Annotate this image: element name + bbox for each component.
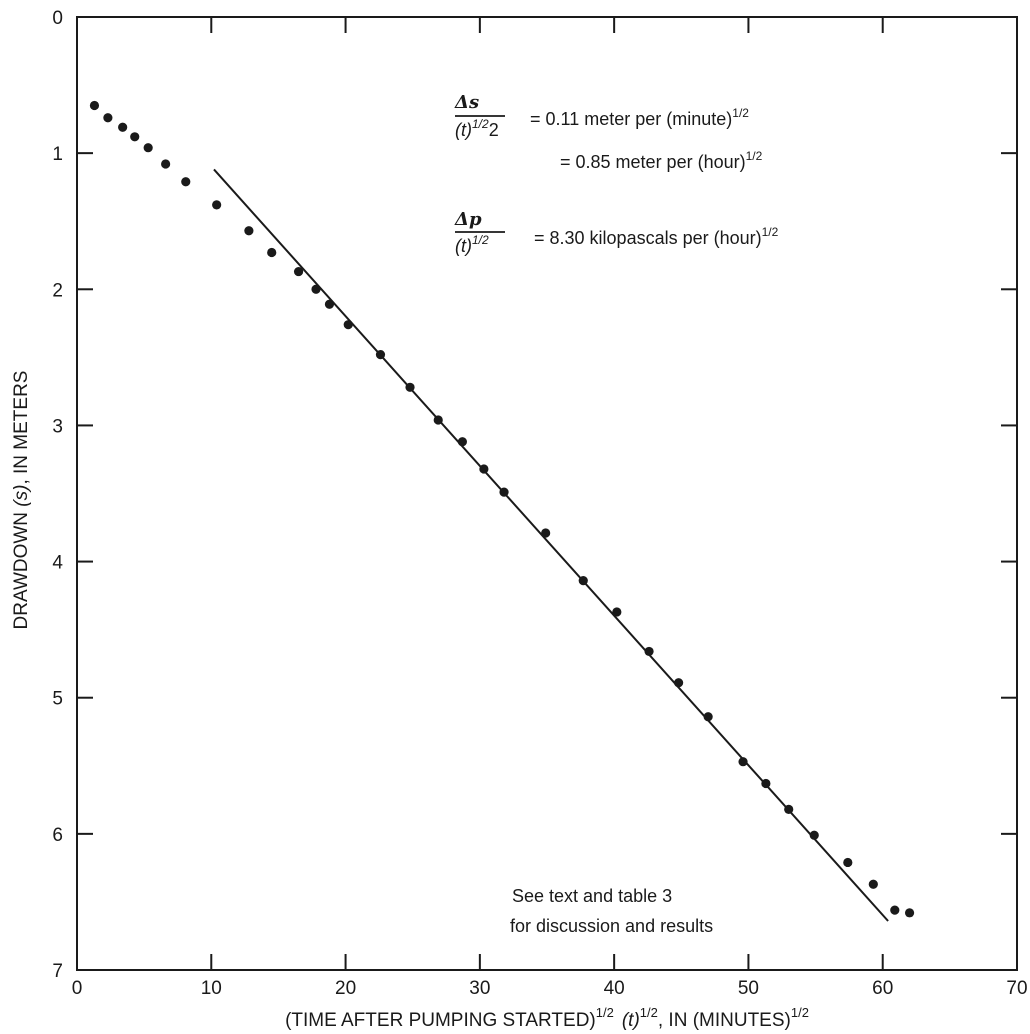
slope-p-den-sup: 1/2 — [472, 233, 489, 247]
x-axis-title: (TIME AFTER PUMPING STARTED)1/2 (t)1/2, I… — [285, 1005, 809, 1031]
slope-s-line2-text: = 0.85 meter per (hour) — [560, 152, 746, 172]
plot-area-frame — [76, 16, 1018, 971]
data-point — [612, 607, 622, 617]
slope-s-den-tail: 2 — [489, 120, 499, 140]
y-axis-title: DRAWDOWN (s), IN METERS — [11, 371, 32, 630]
data-point — [118, 122, 128, 132]
x-tick-label: 30 — [469, 978, 490, 999]
y-title-pre: DRAWDOWN — [11, 507, 32, 630]
x-title-sup1: 1/2 — [596, 1005, 614, 1020]
x-tick-label: 40 — [604, 978, 625, 999]
ticks — [76, 16, 1018, 971]
y-tick-label: 4 — [52, 553, 63, 574]
data-point — [644, 646, 654, 657]
x-title-main: (TIME AFTER PUMPING STARTED) — [285, 1010, 596, 1031]
tick-labels: 0 10 20 30 40 50 60 70 0 1 2 3 4 5 6 7 — [52, 8, 1027, 999]
data-point — [738, 757, 748, 767]
slope-p-line-text: = 8.30 kilopascals per (hour) — [534, 228, 762, 248]
slope-s-line2: = 0.85 meter per (hour)1/2 — [560, 149, 763, 172]
data-point — [890, 905, 900, 915]
y-tick-label: 3 — [52, 416, 63, 437]
annotation-slope-s: Δs (t)1/22 = 0.11 meter per (minute)1/2 … — [454, 92, 763, 172]
data-points — [89, 100, 915, 918]
note-line-1: See text and table 3 — [512, 886, 672, 906]
slope-s-line1-sup: 1/2 — [732, 106, 749, 120]
data-point — [293, 266, 304, 277]
slope-s-den-sup: 1/2 — [472, 117, 489, 131]
slope-s-den-var: (t) — [455, 120, 472, 140]
data-point — [244, 226, 254, 236]
data-point — [143, 143, 153, 153]
y-tick-label: 5 — [52, 689, 63, 710]
data-point — [161, 159, 171, 169]
slope-s-line1: = 0.11 meter per (minute)1/2 — [530, 106, 749, 129]
y-title-post: , IN METERS — [11, 371, 32, 485]
y-title-var: (s) — [11, 485, 32, 507]
note-line-2: for discussion and results — [510, 916, 713, 936]
data-point — [130, 132, 140, 142]
slope-p-denominator: (t)1/2 — [455, 233, 489, 256]
slope-p-line-sup: 1/2 — [762, 225, 779, 239]
data-point — [868, 879, 878, 889]
x-tick-label: 70 — [1006, 978, 1027, 999]
slope-s-denominator: (t)1/22 — [455, 117, 499, 140]
x-title-unit: , IN (MINUTES) — [658, 1010, 791, 1031]
data-point — [267, 247, 277, 258]
annotation-note: See text and table 3 for discussion and … — [510, 886, 713, 936]
x-tick-label: 20 — [335, 978, 356, 999]
x-title-sup2: 1/2 — [640, 1005, 658, 1020]
annotation-slope-p: Δp (t)1/2 = 8.30 kilopascals per (hour)1… — [454, 209, 779, 256]
data-point — [103, 113, 113, 123]
y-tick-label: 7 — [52, 961, 63, 982]
y-tick-label: 6 — [52, 825, 63, 846]
y-tick-label: 1 — [52, 144, 63, 165]
x-tick-label: 0 — [72, 978, 83, 999]
slope-s-line1-text: = 0.11 meter per (minute) — [530, 109, 732, 129]
fit-line — [213, 168, 889, 922]
x-tick-label: 10 — [201, 978, 222, 999]
slope-p-den-var: (t) — [455, 236, 472, 256]
slope-p-numerator: Δp — [454, 209, 482, 230]
data-point — [181, 177, 191, 187]
data-point — [212, 200, 222, 210]
x-tick-label: 60 — [872, 978, 893, 999]
x-title-sup3: 1/2 — [791, 1005, 809, 1020]
x-tick-label: 50 — [738, 978, 759, 999]
slope-s-line2-sup: 1/2 — [746, 149, 763, 163]
x-title-var: (t) — [622, 1010, 640, 1031]
data-point — [89, 100, 100, 111]
data-point — [843, 857, 853, 868]
data-point — [904, 908, 915, 918]
slope-s-numerator: Δs — [454, 92, 479, 113]
y-tick-label: 2 — [52, 280, 63, 301]
slope-p-line: = 8.30 kilopascals per (hour)1/2 — [534, 225, 779, 248]
y-tick-label: 0 — [52, 8, 63, 29]
